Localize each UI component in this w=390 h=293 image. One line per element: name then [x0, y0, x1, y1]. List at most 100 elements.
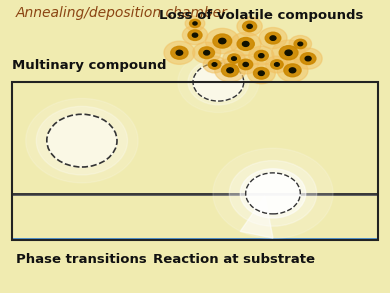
Bar [12, 194, 378, 196]
Circle shape [305, 56, 311, 61]
Circle shape [164, 41, 195, 64]
Bar [12, 238, 378, 239]
Bar [12, 239, 378, 240]
Bar [12, 194, 378, 195]
Circle shape [188, 59, 249, 105]
Circle shape [219, 38, 226, 44]
Bar [12, 194, 378, 195]
Circle shape [249, 46, 274, 65]
Circle shape [265, 32, 281, 44]
Bar [12, 193, 378, 195]
Circle shape [259, 28, 287, 49]
Bar [12, 194, 378, 195]
Bar [12, 239, 378, 240]
Bar [12, 194, 378, 195]
Bar [12, 194, 378, 196]
Bar [12, 193, 378, 195]
Circle shape [247, 63, 275, 84]
Circle shape [279, 46, 298, 60]
Bar [12, 195, 378, 196]
Circle shape [176, 50, 183, 55]
Circle shape [289, 68, 296, 73]
Circle shape [193, 22, 197, 25]
Circle shape [26, 98, 138, 183]
Circle shape [222, 64, 239, 77]
Bar [12, 194, 378, 195]
Bar [12, 193, 378, 195]
Circle shape [285, 50, 292, 55]
Bar [12, 194, 378, 196]
Circle shape [298, 42, 303, 46]
Bar [12, 193, 378, 195]
Circle shape [243, 62, 248, 67]
Circle shape [230, 32, 261, 56]
Circle shape [266, 56, 288, 73]
Circle shape [294, 48, 322, 69]
Circle shape [233, 55, 258, 74]
Circle shape [213, 148, 333, 239]
Bar [12, 238, 378, 239]
Bar [12, 239, 378, 240]
Bar [12, 195, 378, 196]
Bar [12, 238, 378, 239]
Circle shape [212, 63, 217, 66]
Circle shape [254, 67, 269, 79]
Bar [12, 194, 378, 195]
Bar [12, 194, 378, 195]
Bar [12, 239, 378, 240]
Bar [12, 195, 378, 196]
Bar [12, 193, 378, 195]
Bar [12, 193, 378, 195]
Bar [12, 193, 378, 195]
Bar [12, 239, 378, 240]
Bar [12, 194, 378, 195]
Text: Multinary compound: Multinary compound [12, 59, 166, 72]
Bar [12, 193, 378, 195]
Bar [12, 239, 378, 240]
Bar [12, 194, 378, 195]
Circle shape [229, 161, 317, 226]
Text: Loss of volatile compounds: Loss of volatile compounds [159, 9, 363, 22]
Circle shape [208, 60, 221, 69]
Bar [12, 238, 378, 239]
Circle shape [199, 47, 215, 59]
Bar [12, 238, 378, 239]
Bar [12, 194, 378, 196]
Circle shape [254, 50, 268, 61]
Circle shape [258, 71, 264, 76]
Bar [12, 239, 378, 240]
Bar [12, 239, 378, 240]
Text: Reaction at substrate: Reaction at substrate [153, 253, 315, 266]
Bar [12, 82, 378, 240]
Bar [12, 194, 378, 195]
Text: Annealing/deposition chamber: Annealing/deposition chamber [16, 6, 227, 20]
Circle shape [237, 38, 254, 50]
Bar [12, 194, 378, 196]
Bar [12, 193, 378, 195]
Bar [12, 193, 378, 195]
Bar [12, 194, 378, 196]
Text: Phase transitions: Phase transitions [16, 253, 146, 266]
Circle shape [185, 16, 205, 31]
Bar [12, 239, 378, 240]
Circle shape [47, 114, 117, 167]
Bar [12, 195, 378, 196]
Circle shape [232, 57, 236, 60]
Bar [12, 239, 378, 240]
Bar [12, 194, 378, 195]
Circle shape [239, 59, 253, 70]
Circle shape [192, 33, 198, 37]
Bar [12, 194, 378, 196]
Bar [12, 194, 378, 196]
Bar [12, 193, 378, 195]
Bar [12, 194, 378, 195]
Circle shape [206, 28, 239, 54]
Bar [12, 239, 378, 240]
Circle shape [240, 169, 306, 218]
Circle shape [188, 30, 202, 40]
Bar [12, 194, 378, 195]
Circle shape [270, 36, 276, 40]
Bar [12, 238, 378, 239]
Bar [12, 239, 378, 240]
Bar [12, 239, 378, 240]
